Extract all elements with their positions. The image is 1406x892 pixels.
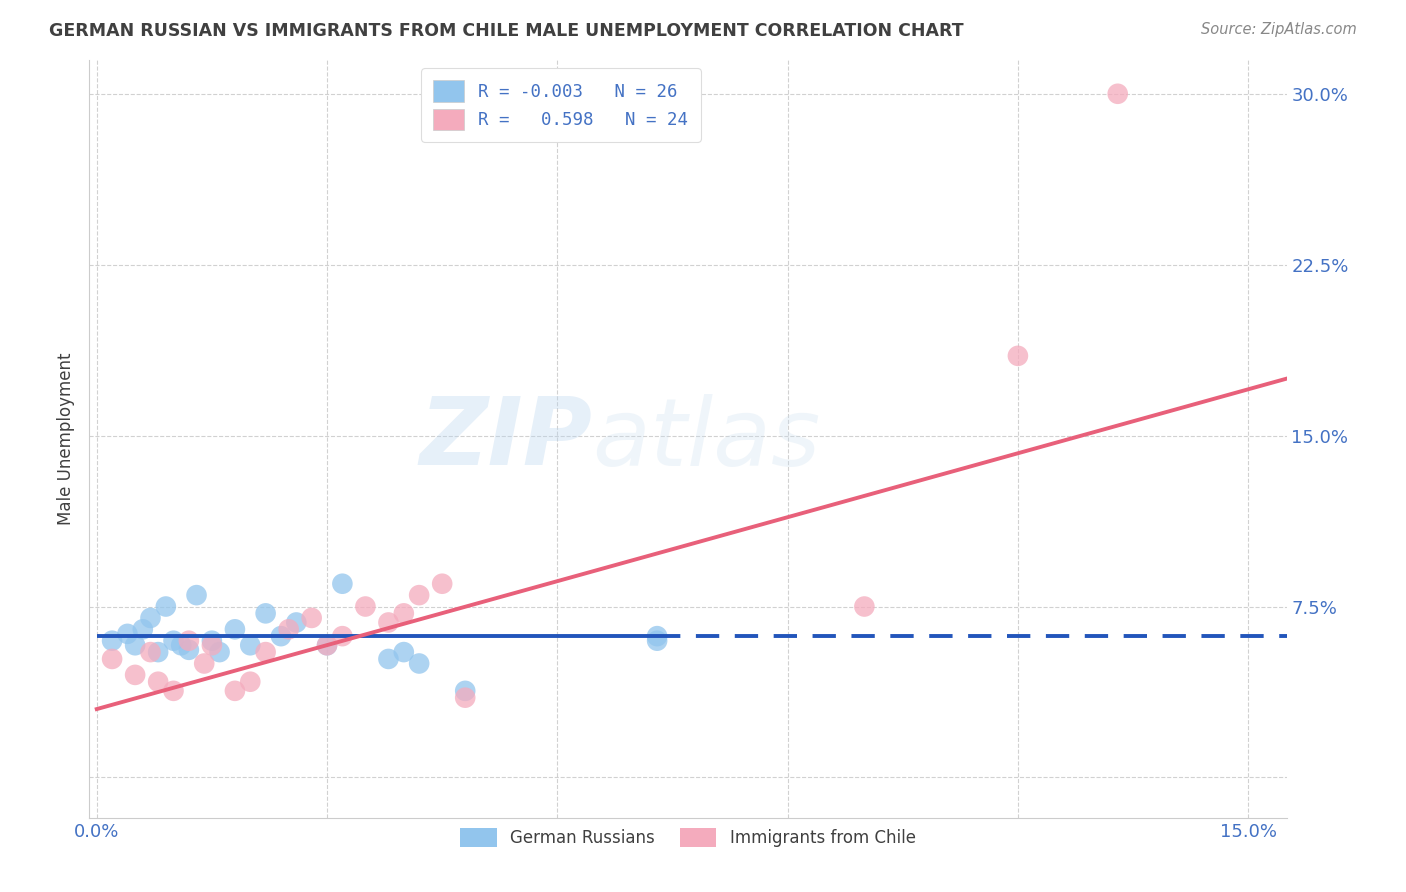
Point: [392, 645, 415, 659]
Point: [277, 623, 299, 637]
Point: [408, 588, 430, 602]
Point: [377, 652, 399, 666]
Point: [285, 615, 308, 630]
Point: [301, 611, 323, 625]
Point: [170, 638, 193, 652]
Text: GERMAN RUSSIAN VS IMMIGRANTS FROM CHILE MALE UNEMPLOYMENT CORRELATION CHART: GERMAN RUSSIAN VS IMMIGRANTS FROM CHILE …: [49, 22, 965, 40]
Point: [377, 615, 399, 630]
Point: [408, 657, 430, 671]
Point: [392, 607, 415, 621]
Point: [162, 633, 184, 648]
Point: [177, 633, 200, 648]
Point: [332, 629, 354, 643]
Point: [139, 611, 162, 625]
Point: [162, 683, 184, 698]
Point: [645, 633, 668, 648]
Point: [645, 629, 668, 643]
Point: [132, 623, 155, 637]
Point: [208, 645, 231, 659]
Point: [124, 638, 146, 652]
Point: [853, 599, 876, 614]
Point: [201, 633, 224, 648]
Point: [430, 576, 453, 591]
Text: ZIP: ZIP: [419, 393, 592, 485]
Y-axis label: Male Unemployment: Male Unemployment: [58, 352, 75, 525]
Point: [186, 588, 208, 602]
Point: [101, 633, 124, 648]
Point: [1107, 87, 1129, 101]
Point: [454, 683, 477, 698]
Point: [332, 576, 354, 591]
Point: [124, 668, 146, 682]
Point: [177, 643, 200, 657]
Point: [117, 627, 139, 641]
Point: [146, 674, 169, 689]
Point: [139, 645, 162, 659]
Point: [224, 683, 246, 698]
Point: [254, 645, 277, 659]
Point: [316, 638, 339, 652]
Point: [354, 599, 377, 614]
Point: [201, 638, 224, 652]
Point: [270, 629, 292, 643]
Point: [454, 690, 477, 705]
Text: Source: ZipAtlas.com: Source: ZipAtlas.com: [1201, 22, 1357, 37]
Text: atlas: atlas: [592, 393, 820, 484]
Legend: R = -0.003   N = 26, R =   0.598   N = 24: R = -0.003 N = 26, R = 0.598 N = 24: [420, 69, 700, 142]
Point: [316, 638, 339, 652]
Point: [224, 623, 246, 637]
Point: [254, 607, 277, 621]
Point: [101, 652, 124, 666]
Point: [239, 638, 262, 652]
Point: [155, 599, 177, 614]
Point: [146, 645, 169, 659]
Point: [1007, 349, 1029, 363]
Point: [193, 657, 215, 671]
Point: [239, 674, 262, 689]
